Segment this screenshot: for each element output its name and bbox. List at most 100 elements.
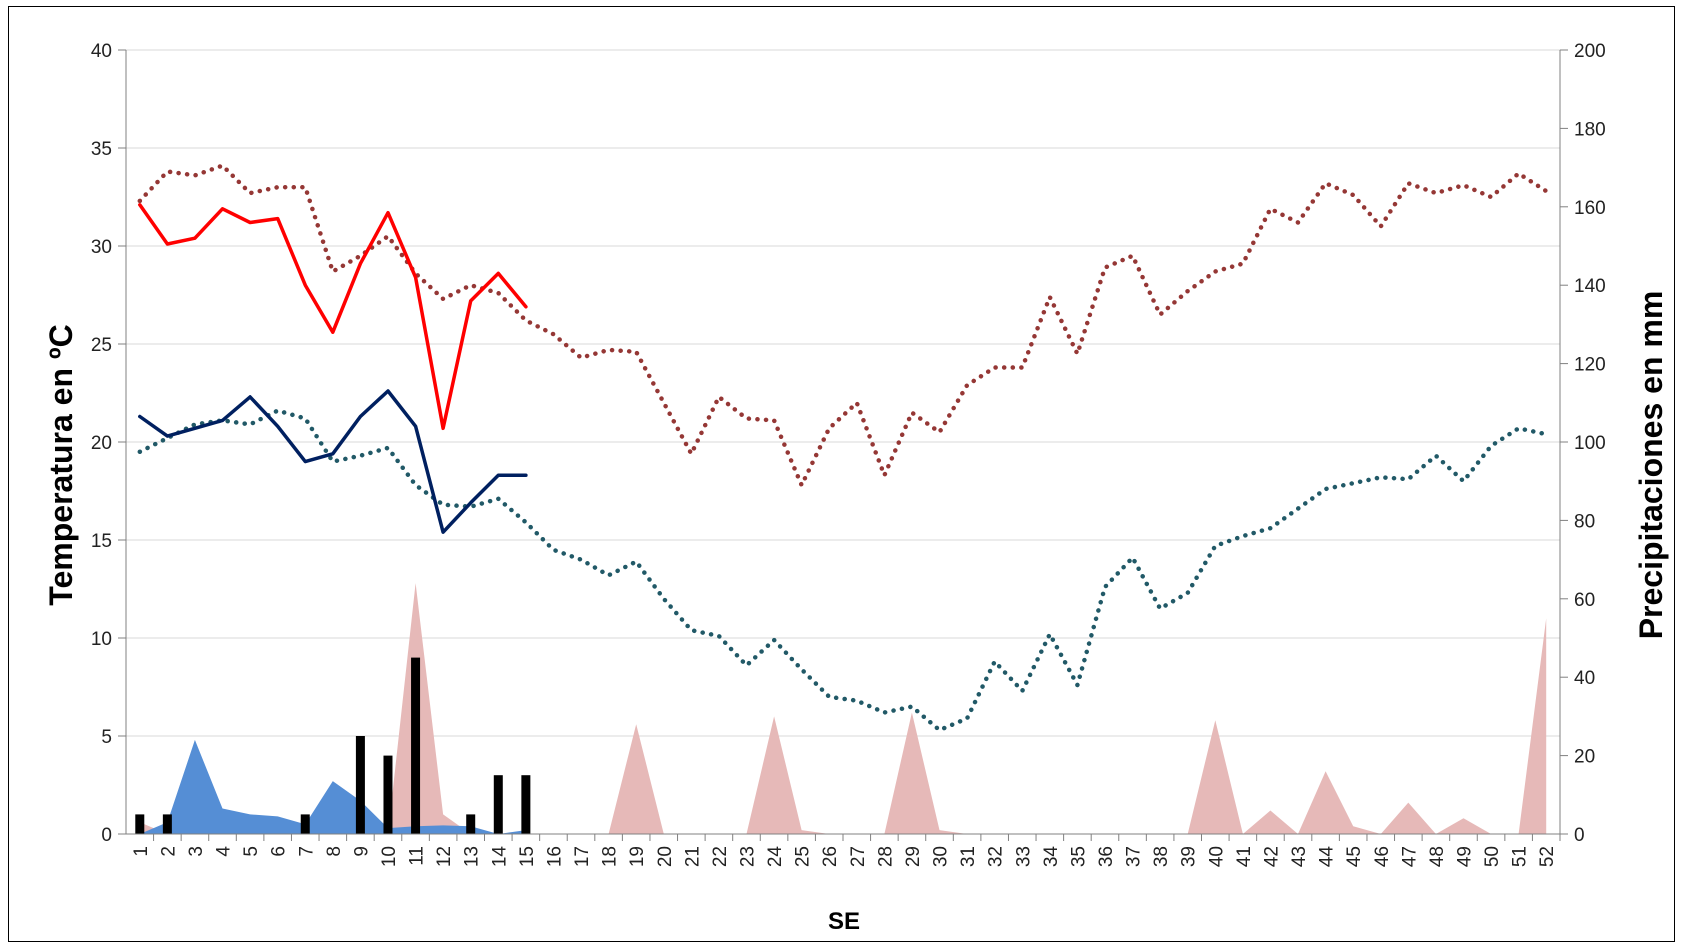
- gridlines: [126, 49, 1560, 737]
- x-tick-label: 26: [820, 846, 841, 867]
- x-tick-label: 49: [1454, 846, 1475, 867]
- y2-tick-label: 60: [1574, 590, 1595, 611]
- x-tick-label: 48: [1427, 846, 1448, 867]
- y2-tick-label: 40: [1574, 668, 1595, 689]
- x-tick-label: 11: [407, 846, 428, 866]
- x-tick-label: 20: [655, 846, 676, 867]
- x-tick-label: 1: [131, 846, 152, 857]
- y2-tick-label: 0: [1574, 825, 1585, 846]
- x-tick-label: 40: [1206, 846, 1227, 867]
- x-tick-label: 12: [434, 846, 455, 867]
- x-tick-label: 33: [1013, 846, 1034, 867]
- x-tick-label: 52: [1537, 846, 1558, 867]
- x-tick-label: 35: [1068, 846, 1089, 867]
- x-tick-label: 28: [875, 846, 896, 867]
- x-tick-label: 46: [1372, 846, 1393, 867]
- x-tick-label: 7: [296, 846, 317, 857]
- area-fill: [139, 739, 526, 834]
- x-tick-label: 4: [214, 846, 235, 857]
- x-tick-label: 13: [462, 846, 483, 867]
- series-line: [138, 203, 528, 431]
- bar: [162, 814, 172, 834]
- x-tick-label: 24: [765, 846, 786, 868]
- bar-series-2: [135, 657, 531, 834]
- x-axis-title: SE: [828, 908, 860, 935]
- bar: [466, 814, 476, 834]
- x-tick-label: 3: [186, 846, 207, 857]
- x-tick-label: 2: [158, 846, 179, 857]
- x-tick-label: 44: [1317, 846, 1338, 868]
- bar: [383, 755, 393, 834]
- dotted-series-3: [137, 163, 1549, 488]
- bar: [300, 814, 310, 834]
- y-tick-label: 0: [101, 825, 112, 846]
- y-tick-label: 15: [91, 531, 112, 552]
- x-tick-label: 5: [241, 846, 262, 857]
- dotted-series-4: [137, 408, 1549, 733]
- x-tick-label: 43: [1289, 846, 1310, 867]
- y-tick-label: 5: [101, 727, 112, 748]
- x-tick-label: 10: [379, 846, 400, 867]
- x-tick-label: 17: [572, 846, 593, 867]
- y-tick-label: 10: [91, 629, 112, 650]
- x-tick-label: 15: [517, 846, 538, 867]
- y2-tick-label: 100: [1574, 433, 1606, 454]
- x-tick-label: 14: [489, 846, 510, 868]
- right-axis-ticks: 0 20 40 60 80 100 120 140 160 180 200: [1560, 41, 1606, 846]
- y2-axis-title: Precipitaciones en mm: [1633, 291, 1669, 640]
- bar: [135, 814, 145, 834]
- y2-tick-label: 160: [1574, 198, 1606, 219]
- left-axis-ticks: 0 5 10 15 20 25 30 35 40: [91, 41, 126, 846]
- line-series-5: [138, 203, 528, 431]
- chart-frame: [8, 6, 1675, 942]
- x-tick-label: 27: [848, 846, 869, 867]
- x-tick-label: 50: [1482, 846, 1503, 867]
- x-tick-label: 39: [1179, 846, 1200, 867]
- y2-tick-label: 80: [1574, 511, 1595, 532]
- bar: [521, 775, 531, 834]
- y-tick-label: 25: [91, 335, 112, 356]
- line-series-6: [138, 389, 528, 534]
- y2-tick-label: 120: [1574, 355, 1606, 376]
- x-tick-label: 32: [986, 846, 1007, 867]
- bar: [411, 657, 421, 834]
- x-tick-label: 38: [1151, 846, 1172, 867]
- x-tick-label: 47: [1399, 846, 1420, 867]
- bar: [493, 775, 503, 834]
- y2-tick-label: 20: [1574, 747, 1595, 768]
- x-tick-label: 9: [351, 846, 372, 857]
- x-tick-label: 41: [1234, 846, 1255, 867]
- series-layer: [135, 163, 1549, 835]
- y-tick-label: 35: [91, 139, 112, 160]
- x-tick-label: 51: [1510, 846, 1531, 867]
- x-tick-label: 31: [958, 846, 979, 867]
- x-tick-label: 34: [1041, 846, 1062, 868]
- y2-tick-label: 140: [1574, 276, 1606, 297]
- bar: [355, 736, 365, 834]
- area-fill: [139, 583, 1547, 834]
- x-tick-label: 16: [544, 846, 565, 867]
- x-tick-label: 30: [931, 846, 952, 867]
- x-axis-ticks: 1 2 3 4 5 6 7 8 9 10 11 12 13 14 15 16 17 18 19 20 21 22 23 24 2…: [118, 833, 1561, 868]
- y2-tick-label: 180: [1574, 119, 1606, 140]
- y-axis-title: Temperatura en ºC: [43, 324, 79, 605]
- x-tick-label: 25: [793, 846, 814, 867]
- x-tick-label: 8: [324, 846, 345, 857]
- y2-tick-label: 200: [1574, 41, 1606, 62]
- x-tick-label: 22: [710, 846, 731, 867]
- x-tick-label: 37: [1124, 846, 1145, 867]
- x-tick-label: 29: [903, 846, 924, 867]
- x-tick-label: 6: [269, 846, 290, 857]
- x-tick-label: 21: [682, 846, 703, 867]
- y-tick-label: 30: [91, 237, 112, 258]
- x-tick-label: 23: [737, 846, 758, 867]
- y-tick-label: 40: [91, 41, 112, 62]
- series-line: [138, 389, 528, 534]
- y-tick-label: 20: [91, 433, 112, 454]
- x-tick-label: 36: [1096, 846, 1117, 867]
- x-tick-label: 42: [1261, 846, 1282, 867]
- series-line: [137, 408, 1549, 733]
- x-tick-label: 45: [1344, 846, 1365, 867]
- x-tick-label: 19: [627, 846, 648, 867]
